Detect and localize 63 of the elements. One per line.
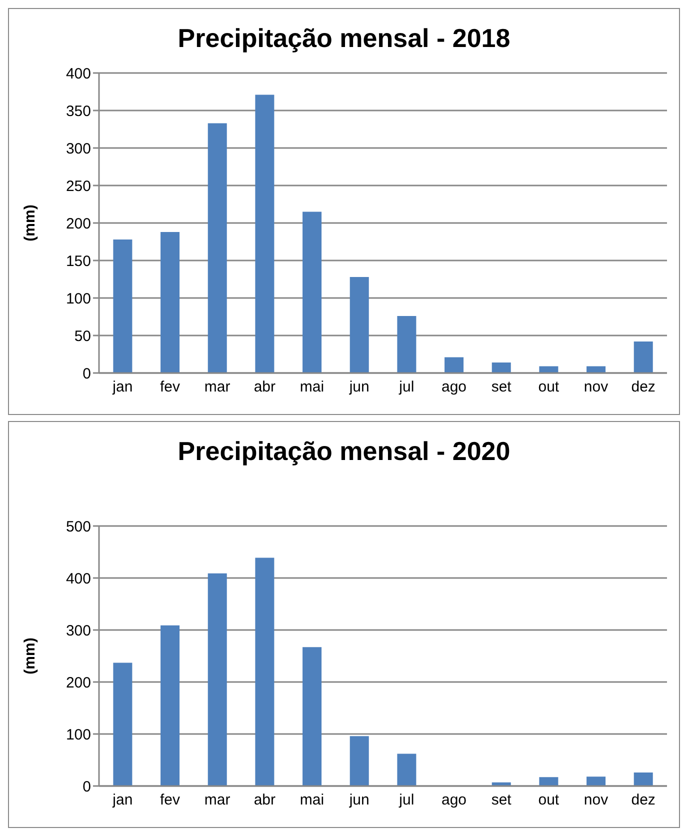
bar bbox=[586, 776, 606, 786]
bar bbox=[634, 342, 653, 373]
y-tick-label: 50 bbox=[74, 328, 91, 345]
y-tick-label: 300 bbox=[66, 140, 91, 158]
x-tick-label: set bbox=[491, 378, 512, 396]
y-tick-label: 300 bbox=[66, 622, 91, 640]
x-tick-label: out bbox=[538, 792, 560, 809]
x-tick-label: jun bbox=[348, 792, 370, 809]
x-tick-label: mai bbox=[300, 378, 324, 396]
x-tick-label: dez bbox=[631, 792, 656, 809]
y-tick-label: 200 bbox=[66, 674, 91, 692]
bar bbox=[255, 94, 274, 373]
bar bbox=[350, 736, 369, 786]
bar bbox=[160, 232, 180, 373]
x-tick-label: fev bbox=[160, 378, 180, 396]
bar bbox=[539, 777, 558, 786]
x-tick-label: mar bbox=[204, 378, 230, 396]
chart-title: Precipitação mensal - 2020 bbox=[176, 436, 512, 468]
bar bbox=[397, 316, 416, 373]
bar bbox=[208, 573, 227, 786]
y-tick-label: 100 bbox=[66, 290, 91, 308]
y-tick-label: 250 bbox=[66, 178, 91, 195]
x-tick-label: nov bbox=[584, 792, 609, 809]
bar bbox=[397, 754, 416, 786]
bar bbox=[208, 123, 227, 373]
x-tick-label: nov bbox=[584, 378, 609, 396]
bar bbox=[160, 625, 180, 786]
chart-title: Precipitação mensal - 2018 bbox=[176, 23, 512, 55]
y-axis-title: (mm) bbox=[21, 638, 38, 674]
x-tick-label: jul bbox=[398, 792, 414, 809]
x-tick-label: set bbox=[491, 792, 512, 809]
y-tick-label: 400 bbox=[66, 570, 91, 588]
x-tick-label: out bbox=[538, 378, 560, 396]
y-tick-label: 0 bbox=[82, 365, 91, 382]
y-tick-label: 200 bbox=[66, 215, 91, 232]
x-tick-label: fev bbox=[160, 792, 180, 809]
x-tick-label: mar bbox=[204, 792, 230, 809]
x-tick-label: jan bbox=[112, 792, 133, 809]
bar bbox=[302, 212, 322, 373]
bar bbox=[113, 240, 132, 373]
x-tick-label: abr bbox=[254, 792, 276, 809]
x-tick-label: ago bbox=[441, 792, 467, 809]
y-axis-title: (mm) bbox=[21, 204, 38, 242]
x-tick-label: jul bbox=[398, 378, 414, 396]
y-tick-label: 150 bbox=[66, 252, 91, 270]
bar bbox=[444, 357, 464, 373]
x-tick-label: abr bbox=[254, 378, 276, 396]
x-tick-label: jan bbox=[112, 378, 133, 396]
x-tick-label: ago bbox=[441, 378, 467, 396]
bar bbox=[255, 558, 274, 786]
bar bbox=[302, 647, 322, 786]
bar bbox=[492, 362, 511, 373]
y-tick-label: 0 bbox=[82, 778, 91, 796]
x-tick-label: dez bbox=[631, 378, 656, 396]
y-tick-label: 500 bbox=[66, 518, 91, 536]
y-tick-label: 100 bbox=[66, 726, 91, 744]
y-tick-label: 350 bbox=[66, 102, 91, 120]
y-tick-label: 400 bbox=[66, 65, 91, 82]
x-tick-label: jun bbox=[348, 378, 370, 396]
bar bbox=[113, 662, 132, 786]
x-tick-label: mai bbox=[300, 792, 324, 809]
bar bbox=[634, 772, 653, 786]
bar bbox=[350, 277, 369, 373]
